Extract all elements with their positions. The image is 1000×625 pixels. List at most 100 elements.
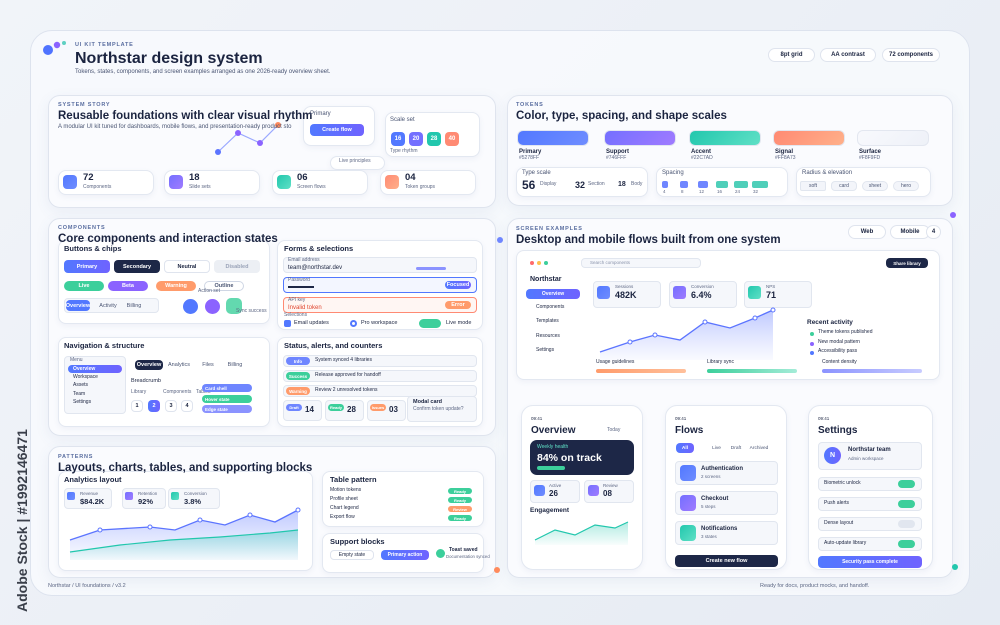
icon-button xyxy=(205,299,220,314)
chip: Warning xyxy=(156,281,196,291)
tag: Ready xyxy=(448,515,472,521)
tag: Draft xyxy=(286,404,302,411)
label: Northstar design system xyxy=(75,50,263,67)
label: Conversion xyxy=(691,284,714,289)
toggle xyxy=(419,319,441,328)
nav-item: Resources xyxy=(536,332,560,339)
label: 18 xyxy=(189,172,200,183)
label: 09:41 xyxy=(531,416,543,421)
label: A modular UI kit tuned for dashboards, m… xyxy=(58,124,292,130)
avatar: N xyxy=(824,447,841,464)
label: System synced 4 libraries xyxy=(315,357,372,363)
window-dot xyxy=(537,261,541,265)
swatch xyxy=(857,130,929,146)
icon-button xyxy=(183,299,198,314)
sync-bar xyxy=(707,369,797,373)
label: Password xyxy=(288,277,310,283)
label: #F8F9FD xyxy=(859,155,881,161)
label: 28 xyxy=(347,405,356,414)
label: Engagement xyxy=(530,507,570,514)
label: Core components and interaction states xyxy=(58,233,278,245)
menu-item: Settings xyxy=(73,399,92,405)
label: TOKENS xyxy=(516,102,544,108)
label: Surface xyxy=(859,149,882,155)
menu-item: Overview xyxy=(68,365,122,373)
screen-pill: Web xyxy=(848,225,886,239)
toggle xyxy=(898,480,915,488)
label: Spacing xyxy=(662,170,684,176)
checkbox xyxy=(284,320,291,327)
label: 24 xyxy=(735,189,741,194)
status-icon xyxy=(226,298,242,314)
label: Northstar / UI foundations / v3.2 xyxy=(48,583,126,589)
label: Primary xyxy=(519,149,542,155)
header-pill: AA contrast xyxy=(820,48,876,62)
menu-item: Assets xyxy=(73,382,89,388)
button: Create flow xyxy=(310,124,364,136)
flow-icon xyxy=(680,465,696,481)
label: Chart legend xyxy=(330,505,359,511)
label: 18 xyxy=(618,181,626,188)
label: Selections xyxy=(284,312,308,318)
label: Biometric unlock xyxy=(824,480,861,486)
alert xyxy=(283,370,477,382)
tag: Ready xyxy=(448,497,472,503)
label: 72 xyxy=(83,172,94,183)
button: Security pass complete xyxy=(818,556,922,568)
label: Settings xyxy=(818,425,858,436)
label: 56 xyxy=(522,178,536,192)
label: 482K xyxy=(615,290,637,300)
label: Authentication xyxy=(701,466,743,472)
label: 12 xyxy=(699,189,705,194)
label: Action set xyxy=(198,288,220,294)
label: Forms & selections xyxy=(284,244,354,253)
filter-chip: Live xyxy=(712,445,721,451)
card xyxy=(330,156,385,170)
label: Live mode xyxy=(446,320,472,326)
radius-chip: card xyxy=(831,181,857,191)
label: Live principles xyxy=(339,158,371,164)
label: Buttons & chips xyxy=(64,244,122,253)
label: Body xyxy=(631,181,643,187)
label: Section xyxy=(588,181,605,187)
team-card xyxy=(818,442,922,470)
scale-chip: 20 xyxy=(409,132,423,146)
nav-item: Components xyxy=(536,303,565,310)
label: Token groups xyxy=(405,184,436,190)
label: Northstar team xyxy=(848,447,891,453)
header-pill: 8pt grid xyxy=(768,48,815,62)
nav-item: Settings xyxy=(536,347,555,353)
label: Weekly health xyxy=(537,444,569,450)
alert xyxy=(283,385,477,397)
toggle xyxy=(898,500,915,508)
state-card: Hover state xyxy=(202,395,252,403)
label: COMPONENTS xyxy=(58,225,106,231)
filter-chip: Archived xyxy=(749,445,769,451)
label: SYSTEM STORY xyxy=(58,102,111,108)
label: Primary xyxy=(310,111,331,117)
label: Retention xyxy=(138,491,158,496)
label: New modal pattern xyxy=(818,338,860,345)
label: Profile sheet xyxy=(330,496,358,502)
kpi-icon xyxy=(748,286,761,299)
label: Screen flows xyxy=(297,184,326,190)
label: Northstar xyxy=(530,276,562,283)
label: Display xyxy=(540,181,557,187)
button: Secondary xyxy=(114,260,160,273)
label: Invalid token xyxy=(288,305,322,311)
crumb: Tables xyxy=(196,389,211,395)
label: Recent activity xyxy=(807,319,853,326)
label: Status, alerts, and counters xyxy=(284,341,383,350)
button: Create new flow xyxy=(675,555,778,567)
tab: Billing xyxy=(227,362,243,368)
scale-chip: 40 xyxy=(445,132,459,146)
screen-pill: Mobile xyxy=(890,225,930,239)
label: 09:41 xyxy=(675,416,687,421)
label: Toast saved xyxy=(449,547,478,553)
tag: Ready xyxy=(448,488,472,494)
usage-bar xyxy=(596,369,686,373)
label: $84.2K xyxy=(80,497,105,506)
label: Conversion xyxy=(184,491,207,496)
spacing-block xyxy=(698,181,708,188)
